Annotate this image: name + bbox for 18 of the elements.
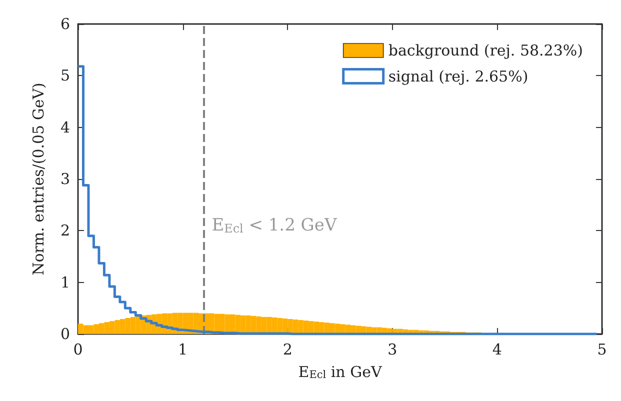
y-tick-label: 6 xyxy=(60,15,70,33)
x-tick-label: 0 xyxy=(73,340,83,358)
x-tick-label: 3 xyxy=(388,340,398,358)
x-tick-label: 5 xyxy=(597,340,607,358)
y-axis-title: Norm. entries/(0.05 GeV) xyxy=(30,82,48,276)
x-axis-title: EEcl in GeV xyxy=(298,363,383,382)
x-tick-label: 2 xyxy=(282,340,292,358)
y-tick-label: 3 xyxy=(60,170,70,188)
y-tick-label: 0 xyxy=(60,325,70,343)
x-tick-label: 4 xyxy=(492,340,502,358)
y-tick-label: 1 xyxy=(60,273,70,292)
x-tick-label: 1 xyxy=(178,340,188,358)
annotation: EEcl < 1.2 GeV xyxy=(212,216,338,236)
legend-label: background (rej. 58.23%) xyxy=(388,42,584,60)
y-tick-label: 4 xyxy=(60,118,70,136)
y-tick-label: 5 xyxy=(60,66,70,85)
y-tick-label: 2 xyxy=(60,222,70,240)
legend-label: signal (rej. 2.65%) xyxy=(388,67,528,86)
